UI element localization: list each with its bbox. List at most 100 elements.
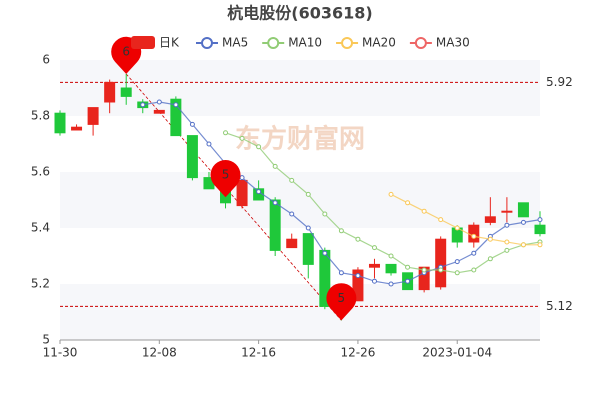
ma-point [239,135,245,141]
plot-band [60,172,540,228]
y-tick-label: 5 [42,333,50,347]
ma-point [305,225,311,231]
candle-body [534,224,546,235]
ma-point [405,278,411,284]
ma-point [504,222,510,228]
x-tick-label: 2023-01-04 [422,346,492,360]
ma-point [289,211,295,217]
candle-body [517,202,529,218]
ma-point [520,242,526,248]
legend-label: 日K [159,36,180,50]
ma-point [256,144,262,150]
candle-body [484,216,496,223]
legend-label: MA5 [222,36,248,50]
ma-point [256,189,262,195]
ma-point [355,236,361,242]
ma-point [272,200,278,206]
ma-point [371,245,377,251]
ma-point [438,267,444,273]
legend-label: MA10 [288,36,322,50]
candle-body [501,210,513,213]
ma-point [371,278,377,284]
x-tick-label: 12-26 [340,346,375,360]
ma-point [272,163,278,169]
candle-body [120,87,132,97]
candle-body [468,224,480,243]
candle-body [186,135,198,179]
annotation-label: 5 [338,291,346,305]
legend-label: MA30 [436,36,470,50]
legend-swatch [341,37,354,49]
candle-body [286,238,298,249]
x-tick-label: 11-30 [43,346,78,360]
legend-label: MA20 [362,36,396,50]
legend-swatch [267,37,280,49]
chart-title: 杭电股份(603618) [227,4,372,23]
candle-body [319,249,331,307]
ma-point [454,270,460,276]
ma-point [338,228,344,234]
ma-point [504,247,510,253]
ma-line [390,193,540,246]
ma-point [421,267,427,273]
ma-point [355,273,361,279]
ma-point [156,99,162,105]
y-tick-label: 5.6 [31,165,50,179]
ma-point [239,175,245,181]
ma-point [487,256,493,262]
ma-point [140,102,146,108]
y-tick-label: 5.2 [31,277,50,291]
ma-point [438,217,444,223]
x-tick-label: 12-16 [241,346,276,360]
ma-point [471,267,477,273]
legend-swatch [201,37,213,49]
candle-body [104,81,116,103]
ma-point [537,242,543,248]
ma-point [388,191,394,197]
ma-point [322,211,328,217]
ma-point [421,208,427,214]
candle-body [71,126,83,131]
ma-point [405,264,411,270]
annotation-label: 6 [122,45,130,59]
ma-line [225,132,541,274]
annotation-label: 5 [222,168,230,182]
candle-body [54,112,66,134]
ma-point [537,217,543,223]
ma-point [322,250,328,256]
candle-body [385,263,397,274]
ma-point [189,121,195,127]
candle-body [87,107,99,125]
reference-label: 5.12 [546,299,573,313]
candle-body [352,269,364,302]
ma-point [206,141,212,147]
ma-point [405,200,411,206]
ma-point [471,250,477,256]
candle-body [269,199,281,251]
x-tick-label: 12-08 [142,346,177,360]
watermark: 东方财富网 [235,124,365,155]
candle-body [435,238,447,288]
candle-body [170,98,182,137]
candle-body [236,179,248,207]
y-tick-label: 5.4 [31,221,50,235]
annotation-pin [210,160,241,198]
ma-point [388,281,394,287]
ma-point [520,219,526,225]
candle-body [418,266,430,291]
ma-point [504,239,510,245]
ma-point [173,102,179,108]
annotation-connector [125,73,342,321]
ma-point [223,130,229,136]
annotation-pin [326,283,357,321]
ma-point [454,225,460,231]
ma-point [289,177,295,183]
ma-point [471,233,477,239]
ma-point [487,236,493,242]
legend-swatch [131,36,155,49]
plot-band [60,60,540,116]
candle-body [302,233,314,265]
reference-label: 5.92 [546,75,573,89]
ma-point [305,191,311,197]
legend-swatch [414,37,427,49]
